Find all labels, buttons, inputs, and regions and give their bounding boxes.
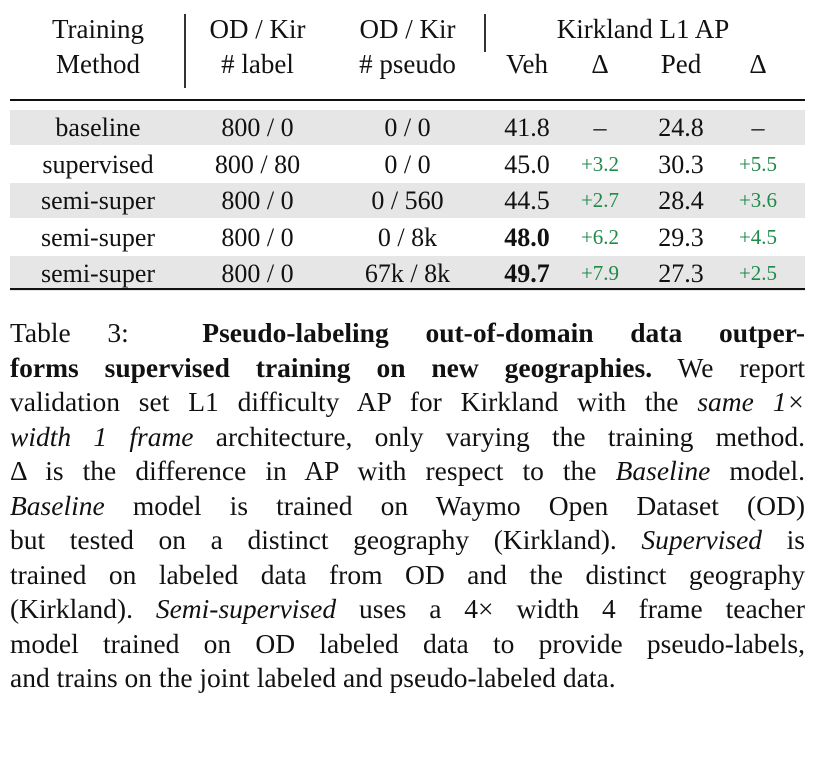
caption-italic: Supervised — [641, 524, 763, 555]
caption-line-7: but tested on a distinct geography (Kirk… — [10, 523, 805, 558]
cell-veh: 48.0 — [504, 222, 550, 252]
table-row: semi-super 800 / 0 67k / 8k 49.7 +7.9 27.3 +2.… — [10, 256, 805, 291]
cell-pseudo: 0 / 0 — [384, 113, 431, 142]
header-label-2: # label — [221, 49, 294, 79]
caption-text: uses a 4× width 4 frame teacher — [358, 593, 805, 624]
header-divider-1 — [184, 14, 186, 88]
cell-veh: 41.8 — [504, 113, 550, 142]
header-veh: Veh — [506, 49, 548, 79]
caption-bold-title-2: forms supervised training on new geograp… — [10, 351, 653, 383]
cell-delta-ped: +2.5 — [738, 261, 778, 285]
caption-text: validation set L1 difficulty AP for Kirk… — [10, 386, 679, 417]
caption-italic: Baseline — [615, 455, 711, 486]
cell-pseudo: 0 / 0 — [384, 149, 431, 179]
cell-pseudo: 0 / 560 — [371, 186, 444, 215]
cell-delta-veh: – — [593, 113, 607, 142]
caption-text: and trains on the joint labeled and pseu… — [10, 662, 616, 693]
cell-veh: 44.5 — [504, 186, 550, 215]
cell-method: semi-super — [40, 222, 156, 252]
cell-label: 800 / 0 — [221, 222, 294, 252]
caption-text: is — [786, 524, 805, 555]
table-caption: Table 3: Pseudo-labeling out-of-domain d… — [10, 316, 805, 696]
caption-text: Δ is the difference in AP with respect t… — [10, 455, 597, 486]
table-header: Training Method OD / Kir # label OD / Ki… — [10, 14, 805, 94]
cell-delta-veh: +6.2 — [580, 224, 620, 249]
cell-delta-ped: +4.5 — [738, 224, 778, 249]
cell-label: 800 / 0 — [221, 113, 294, 142]
caption-line-11: and trains on the joint labeled and pseu… — [10, 661, 805, 696]
caption-italic: same 1× — [697, 386, 806, 417]
table-row: baseline 800 / 0 0 / 0 41.8 – 24.8 – — [10, 110, 805, 145]
table-row: semi-super 800 / 0 0 / 560 44.5 +2.7 28.4 +3.6 — [10, 183, 805, 218]
caption-italic: Baseline — [10, 489, 105, 521]
header-pseudo-2: # pseudo — [359, 49, 456, 79]
cell-delta-ped: +3.6 — [738, 188, 778, 212]
caption-line-9: (Kirkland). Semi-supervised uses a 4× wi… — [10, 592, 805, 627]
caption-text: but tested on a distinct geography (Kirk… — [10, 524, 617, 555]
caption-italic: width 1 frame — [10, 420, 194, 452]
cell-ped: 29.3 — [658, 222, 704, 252]
caption-table-number: Table 3: — [10, 317, 129, 348]
caption-text: model is trained on Waymo Open Dataset (… — [132, 489, 806, 521]
caption-line-3: validation set L1 difficulty AP for Kirk… — [10, 385, 805, 420]
caption-line-8: trained on labeled data from OD and the … — [10, 558, 805, 593]
caption-italic: Semi-supervised — [155, 593, 337, 624]
caption-line-5: Δ is the difference in AP with respect t… — [10, 454, 805, 489]
cell-ped: 30.3 — [658, 149, 704, 179]
cell-veh: 49.7 — [504, 259, 550, 288]
cell-method: semi-super — [40, 259, 156, 288]
caption-text: architecture, only varying the training … — [215, 420, 806, 452]
caption-text: trained on labeled data from OD and the … — [10, 558, 805, 590]
cell-label: 800 / 0 — [221, 259, 294, 288]
header-delta-veh: Δ — [591, 49, 609, 79]
caption-bold-title-1: Pseudo-labeling out-of-domain data outpe… — [202, 317, 805, 348]
header-divider-2 — [484, 14, 486, 52]
cell-delta-veh: +7.9 — [580, 261, 620, 285]
table-row: supervised 800 / 80 0 / 0 45.0 +3.2 30.3 +5.5 — [10, 147, 805, 182]
cell-delta-veh: +2.7 — [580, 188, 620, 212]
caption-text: model trained on OD labeled data to prov… — [10, 627, 805, 659]
cell-label: 800 / 0 — [221, 186, 294, 215]
caption-line-6: Baseline model is trained on Waymo Open … — [10, 489, 805, 524]
cell-pseudo: 67k / 8k — [364, 259, 451, 288]
header-kirkland-group: Kirkland L1 AP — [556, 14, 730, 44]
header-label-1: OD / Kir — [209, 14, 306, 44]
caption-line-4: width 1 frame architecture, only varying… — [10, 420, 805, 455]
cell-ped: 24.8 — [658, 113, 704, 142]
caption-line-1: Table 3: Pseudo-labeling out-of-domain d… — [10, 316, 805, 351]
cell-ped: 28.4 — [658, 186, 704, 215]
cell-delta-ped: +5.5 — [738, 151, 778, 176]
caption-text: (Kirkland). — [10, 593, 133, 624]
caption-line-10: model trained on OD labeled data to prov… — [10, 627, 805, 662]
table-row: semi-super 800 / 0 0 / 8k 48.0 +6.2 29.3 +4.5 — [10, 220, 805, 255]
cell-label: 800 / 80 — [214, 149, 301, 179]
cell-method: supervised — [42, 149, 154, 179]
cell-delta-veh: +3.2 — [580, 151, 620, 176]
cell-ped: 27.3 — [658, 259, 704, 288]
cell-method: baseline — [55, 113, 141, 142]
header-rule — [10, 99, 805, 101]
cell-method: semi-super — [40, 186, 156, 215]
caption-line-2: forms supervised training on new geograp… — [10, 351, 805, 386]
header-ped: Ped — [660, 49, 702, 79]
header-pseudo-1: OD / Kir — [359, 14, 456, 44]
header-delta-ped: Δ — [749, 49, 767, 79]
header-training-method-1: Training — [51, 14, 145, 44]
bottom-rule — [10, 288, 805, 290]
cell-pseudo: 0 / 8k — [377, 222, 438, 252]
cell-delta-ped: – — [751, 113, 765, 142]
cell-veh: 45.0 — [504, 149, 550, 179]
header-training-method-2: Method — [56, 49, 140, 79]
caption-text: model. — [729, 455, 806, 486]
caption-text: We report — [677, 351, 806, 383]
